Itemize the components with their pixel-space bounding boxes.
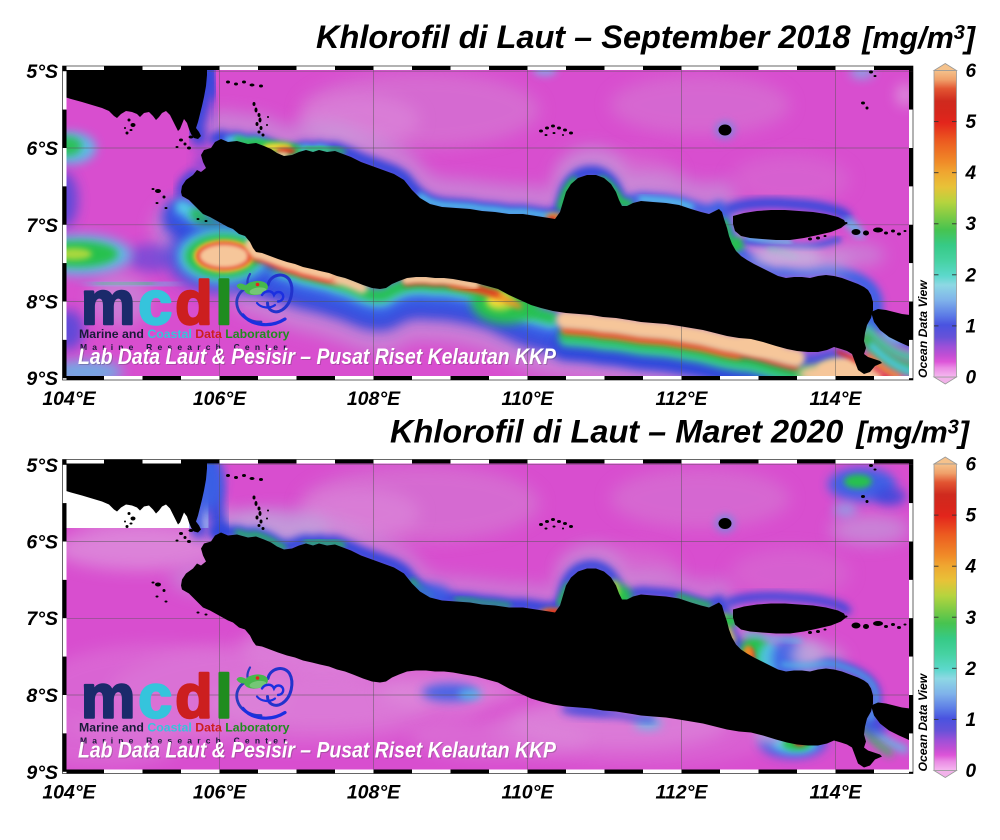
svg-text:Lab Data Laut & Pesisir – Pusa: Lab Data Laut & Pesisir – Pusat Riset Ke…: [79, 345, 557, 370]
svg-text:1: 1: [966, 710, 977, 731]
svg-text:9°S: 9°S: [26, 368, 58, 390]
svg-text:Marine and Coastal Data Labora: Marine and Coastal Data Laboratory: [79, 327, 290, 341]
svg-text:4: 4: [965, 163, 977, 184]
svg-text:104°E: 104°E: [42, 782, 96, 804]
svg-text:Marine Research Center: Marine Research Center: [80, 736, 292, 746]
svg-text:6: 6: [966, 455, 977, 476]
svg-text:104°E: 104°E: [42, 388, 96, 410]
svg-text:7°S: 7°S: [26, 608, 58, 630]
svg-text:114°E: 114°E: [810, 388, 863, 410]
svg-text:7°S: 7°S: [26, 215, 58, 237]
svg-text:106°E: 106°E: [193, 782, 247, 804]
svg-text:5: 5: [966, 506, 977, 527]
svg-text:1: 1: [966, 316, 977, 337]
svg-text:3: 3: [966, 608, 977, 629]
svg-text:2: 2: [965, 265, 977, 286]
svg-text:Lab Data Laut & Pesisir – Pusa: Lab Data Laut & Pesisir – Pusat Riset Ke…: [78, 344, 556, 369]
svg-text:6°S: 6°S: [26, 138, 58, 160]
svg-text:Ocean Data View: Ocean Data View: [916, 279, 930, 378]
svg-text:108°E: 108°E: [347, 388, 401, 410]
svg-text:110°E: 110°E: [502, 388, 555, 410]
svg-text:Marine and Coastal Data Labora: Marine and Coastal Data Laboratory: [79, 721, 290, 735]
svg-text:112°E: 112°E: [656, 782, 709, 804]
svg-text:Khlorofil di Laut – September: Khlorofil di Laut – September 2018: [316, 19, 851, 55]
svg-text:Lab Data Laut & Pesisir – Pusa: Lab Data Laut & Pesisir – Pusat Riset Ke…: [79, 739, 557, 764]
svg-text:8°S: 8°S: [26, 292, 58, 314]
svg-text:Khlorofil di Laut – Maret 2020: Khlorofil di Laut – Maret 2020: [390, 414, 843, 450]
svg-text:mcdl: mcdl: [81, 663, 235, 731]
svg-text:112°E: 112°E: [656, 388, 709, 410]
svg-text:108°E: 108°E: [347, 782, 401, 804]
svg-text:5°S: 5°S: [26, 455, 58, 477]
svg-text:mcdl: mcdl: [81, 269, 235, 337]
svg-text:6: 6: [966, 61, 977, 82]
svg-text:0: 0: [966, 761, 977, 782]
svg-text:0: 0: [966, 368, 977, 389]
svg-text:Lab Data Laut & Pesisir – Pusa: Lab Data Laut & Pesisir – Pusat Riset Ke…: [78, 738, 556, 763]
svg-text:5°S: 5°S: [26, 61, 58, 83]
svg-text:4: 4: [965, 557, 977, 578]
svg-text:2: 2: [965, 659, 977, 680]
svg-text:9°S: 9°S: [26, 762, 58, 784]
svg-text:6°S: 6°S: [26, 532, 58, 554]
svg-text:Ocean Data View: Ocean Data View: [916, 672, 930, 771]
svg-text:5: 5: [966, 112, 977, 133]
svg-text:114°E: 114°E: [810, 782, 863, 804]
svg-text:106°E: 106°E: [193, 388, 247, 410]
svg-text:3: 3: [966, 214, 977, 235]
svg-text:Marine Research Center: Marine Research Center: [80, 342, 292, 352]
svg-text:8°S: 8°S: [26, 685, 58, 707]
svg-text:110°E: 110°E: [502, 782, 555, 804]
